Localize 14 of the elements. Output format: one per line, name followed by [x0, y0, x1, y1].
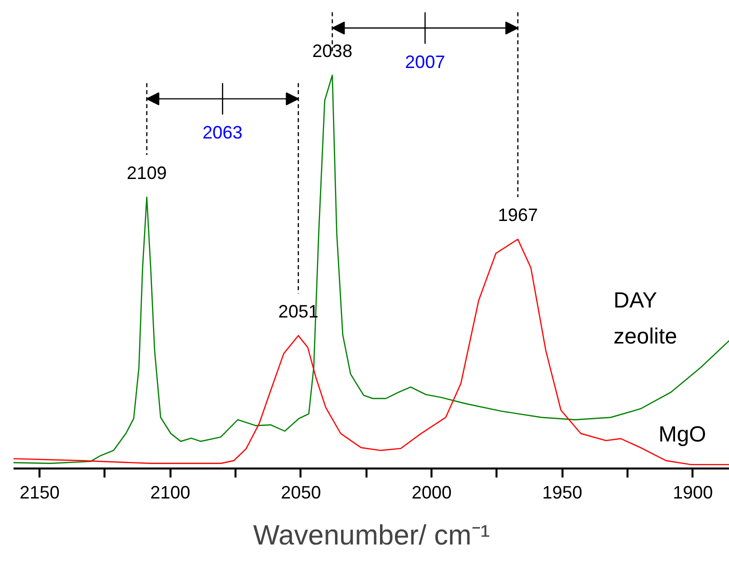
series-label: MgO	[658, 422, 706, 446]
annotation: 2038	[312, 41, 352, 62]
x-tick-label: 1950	[542, 482, 582, 502]
x-axis-title: Wavenumber/ cm⁻¹	[253, 520, 490, 550]
x-tick-label: 2100	[150, 482, 190, 502]
annotation: 2109	[126, 163, 167, 184]
x-tick-label: 1900	[672, 482, 713, 502]
x-tick-label: 2050	[280, 482, 321, 502]
series-label: DAY zeolite	[614, 288, 678, 348]
x-tick-label: 2000	[412, 482, 452, 502]
annotation: 2063	[202, 122, 243, 143]
text: 2007	[405, 52, 446, 72]
annotation: 1967	[498, 205, 538, 226]
x-tick-label: 2150	[20, 482, 60, 502]
